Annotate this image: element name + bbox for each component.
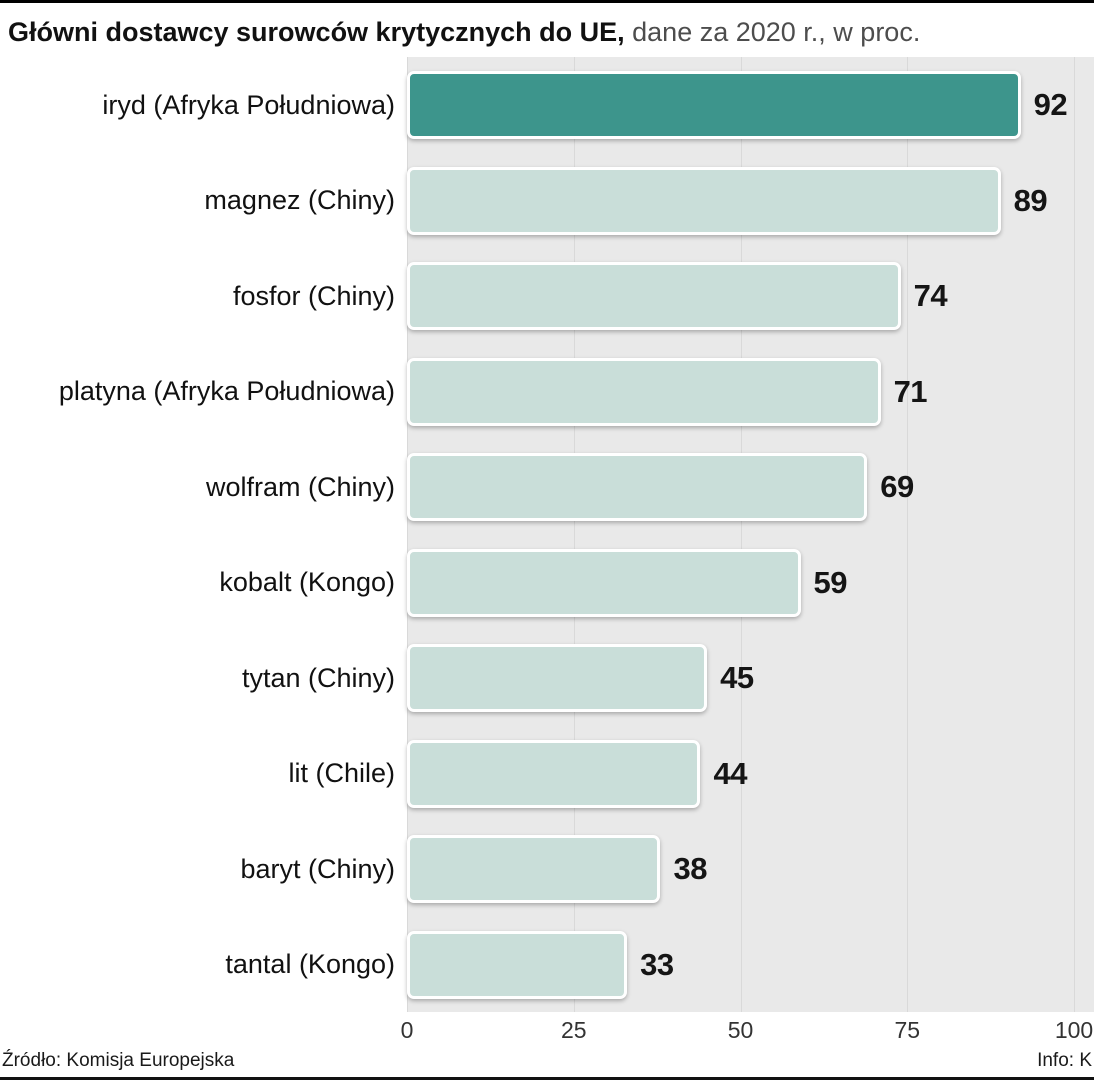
value-label: 74 bbox=[913, 278, 948, 314]
gridline bbox=[907, 57, 909, 1013]
bar bbox=[407, 166, 1001, 235]
value-label: 71 bbox=[893, 373, 928, 409]
bar-track: 59 bbox=[407, 535, 1094, 631]
value-label: 44 bbox=[713, 755, 747, 791]
value-label: 59 bbox=[813, 564, 848, 600]
source-label: Źródło: Komisja Europejska bbox=[2, 1050, 235, 1071]
bar bbox=[407, 644, 708, 713]
chart-row: wolfram (Chiny) 69 bbox=[0, 439, 1094, 535]
value-label: 89 bbox=[1013, 182, 1048, 218]
bar-rows: iryd (Afryka Południowa) 92 magnez (Chiny)… bbox=[0, 57, 1094, 1012]
category-label: tytan (Chiny) bbox=[241, 662, 395, 693]
value-label: 33 bbox=[640, 946, 674, 982]
bar-track: 92 bbox=[407, 57, 1094, 153]
bar-track: 69 bbox=[407, 439, 1094, 535]
category-label: kobalt (Kongo) bbox=[219, 567, 395, 598]
chart-row: magnez (Chiny) 89 bbox=[0, 153, 1094, 249]
category-label: tantal (Kongo) bbox=[225, 949, 395, 980]
bar-track: 74 bbox=[407, 248, 1094, 344]
category-label: platyna (Afryka Południowa) bbox=[58, 376, 395, 407]
axis-tick-label: 0 bbox=[400, 1017, 414, 1044]
title-bold: Główni dostawcy surowców krytycznych do … bbox=[8, 17, 625, 47]
value-label: 38 bbox=[673, 851, 707, 887]
axis-tick-label: 100 bbox=[1054, 1017, 1094, 1044]
chart-row: tytan (Chiny) 45 bbox=[0, 630, 1094, 726]
category-label: wolfram (Chiny) bbox=[205, 471, 395, 502]
chart-row: platyna (Afryka Południowa) 71 bbox=[0, 344, 1094, 440]
chart-row: fosfor (Chiny) 74 bbox=[0, 248, 1094, 344]
gridlines-layer bbox=[407, 57, 1075, 1013]
category-label: fosfor (Chiny) bbox=[232, 280, 395, 311]
info-label: Info: K bbox=[1037, 1050, 1092, 1071]
bar bbox=[407, 548, 801, 617]
gridline bbox=[1074, 57, 1075, 1013]
chart-row: tantal (Kongo) 33 bbox=[0, 917, 1094, 1013]
chart-footer: Źródło: Komisja Europejska Info: K bbox=[0, 1048, 1094, 1077]
chart-row: iryd (Afryka Południowa) 92 bbox=[0, 57, 1094, 153]
chart-row: lit (Chile) 44 bbox=[0, 726, 1094, 822]
bar-track: 89 bbox=[407, 153, 1094, 249]
bar-track: 45 bbox=[407, 630, 1094, 726]
bar bbox=[407, 739, 701, 808]
bar-chart: iryd (Afryka Południowa) 92 magnez (Chiny)… bbox=[0, 57, 1094, 1013]
category-label: lit (Chile) bbox=[288, 758, 395, 789]
chart-row: kobalt (Kongo) 59 bbox=[0, 535, 1094, 631]
bar bbox=[407, 357, 881, 426]
bar bbox=[407, 930, 628, 999]
bar bbox=[407, 262, 901, 331]
bar bbox=[407, 453, 868, 522]
gridline bbox=[740, 57, 742, 1013]
chart-title: Główni dostawcy surowców krytycznych do … bbox=[0, 3, 1094, 57]
bar-track: 33 bbox=[407, 917, 1094, 1013]
category-label: baryt (Chiny) bbox=[240, 853, 395, 884]
axis-tick-labels: 0 25 50 75 100 bbox=[401, 1012, 1094, 1048]
axis-spacer bbox=[0, 1012, 407, 1048]
chart-row: baryt (Chiny) 38 bbox=[0, 821, 1094, 917]
bar-track: 38 bbox=[407, 821, 1094, 917]
value-label: 45 bbox=[720, 660, 754, 696]
axis-tick-label: 25 bbox=[560, 1017, 587, 1044]
bar-track: 44 bbox=[407, 726, 1094, 822]
x-axis: 0 25 50 75 100 bbox=[0, 1012, 1094, 1048]
value-label: 92 bbox=[1033, 87, 1068, 123]
gridline bbox=[573, 57, 575, 1013]
value-label: 69 bbox=[880, 469, 914, 505]
bar bbox=[407, 71, 1021, 140]
axis-tick-label: 75 bbox=[894, 1017, 921, 1044]
axis-tick-label: 50 bbox=[727, 1017, 754, 1044]
category-label: iryd (Afryka Południowa) bbox=[102, 89, 395, 120]
category-label: magnez (Chiny) bbox=[204, 185, 395, 216]
bar-track: 71 bbox=[407, 344, 1094, 440]
bar bbox=[407, 835, 661, 904]
title-subtitle: dane za 2020 r., w proc. bbox=[624, 17, 921, 47]
gridline bbox=[407, 57, 408, 1013]
